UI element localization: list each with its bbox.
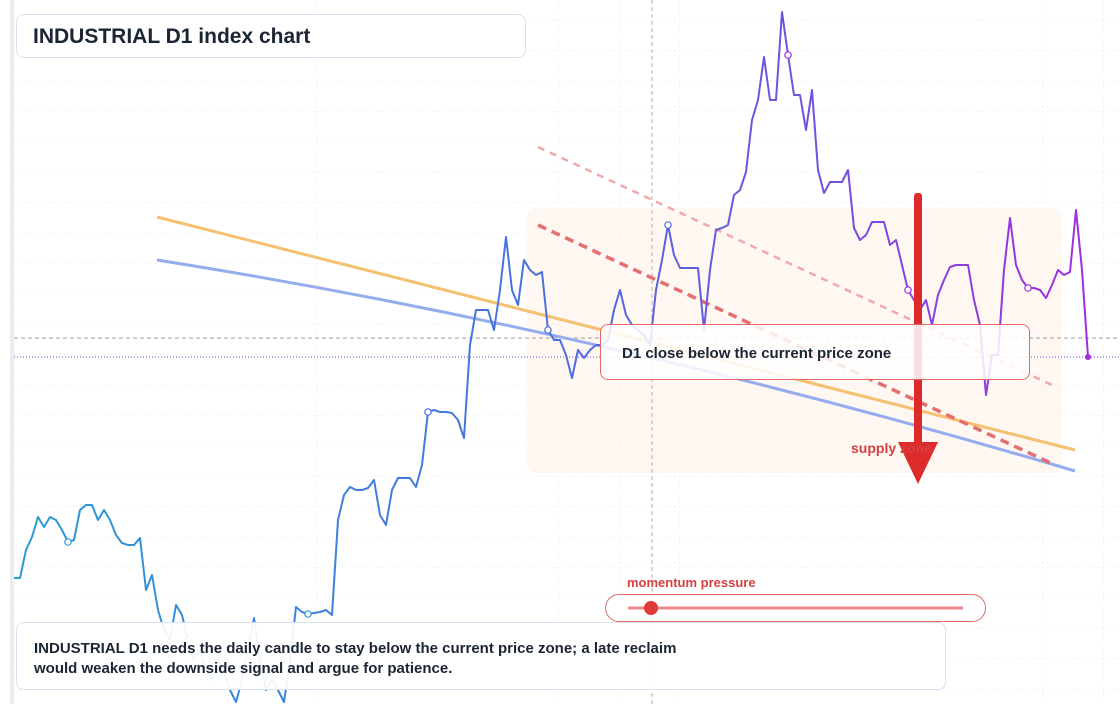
point-marker [784,51,792,59]
point-marker [304,610,312,618]
point-marker [544,326,552,334]
edge [10,0,14,704]
callout-text: D1 close below the current price zone [622,345,892,362]
point-marker [1024,284,1032,292]
arrow-shaft-overlay [914,430,922,444]
arrow-head [898,442,938,484]
point-marker [664,221,672,229]
gauge-svg [628,601,963,615]
last-marker [1085,354,1091,360]
channel-lower [537,223,1056,467]
point-marker [424,408,432,416]
arrow-shaft [914,193,922,445]
callout: D1 close below the current price zone [600,324,1030,380]
note-box: INDUSTRIAL D1 needs the daily candle to … [16,622,946,690]
point-marker [904,286,912,294]
zone-label: supply zone [851,440,932,456]
gauge-knob [644,601,658,615]
gauge [605,594,986,622]
gauge-label: momentum pressure [627,575,756,590]
title-box: INDUSTRIAL D1 index chart [16,14,526,58]
note-text: INDUSTRIAL D1 needs the daily candle to … [34,640,677,677]
arrow-overlay [914,430,922,444]
point-marker [64,538,72,546]
chart-title: INDUSTRIAL D1 index chart [33,25,311,48]
